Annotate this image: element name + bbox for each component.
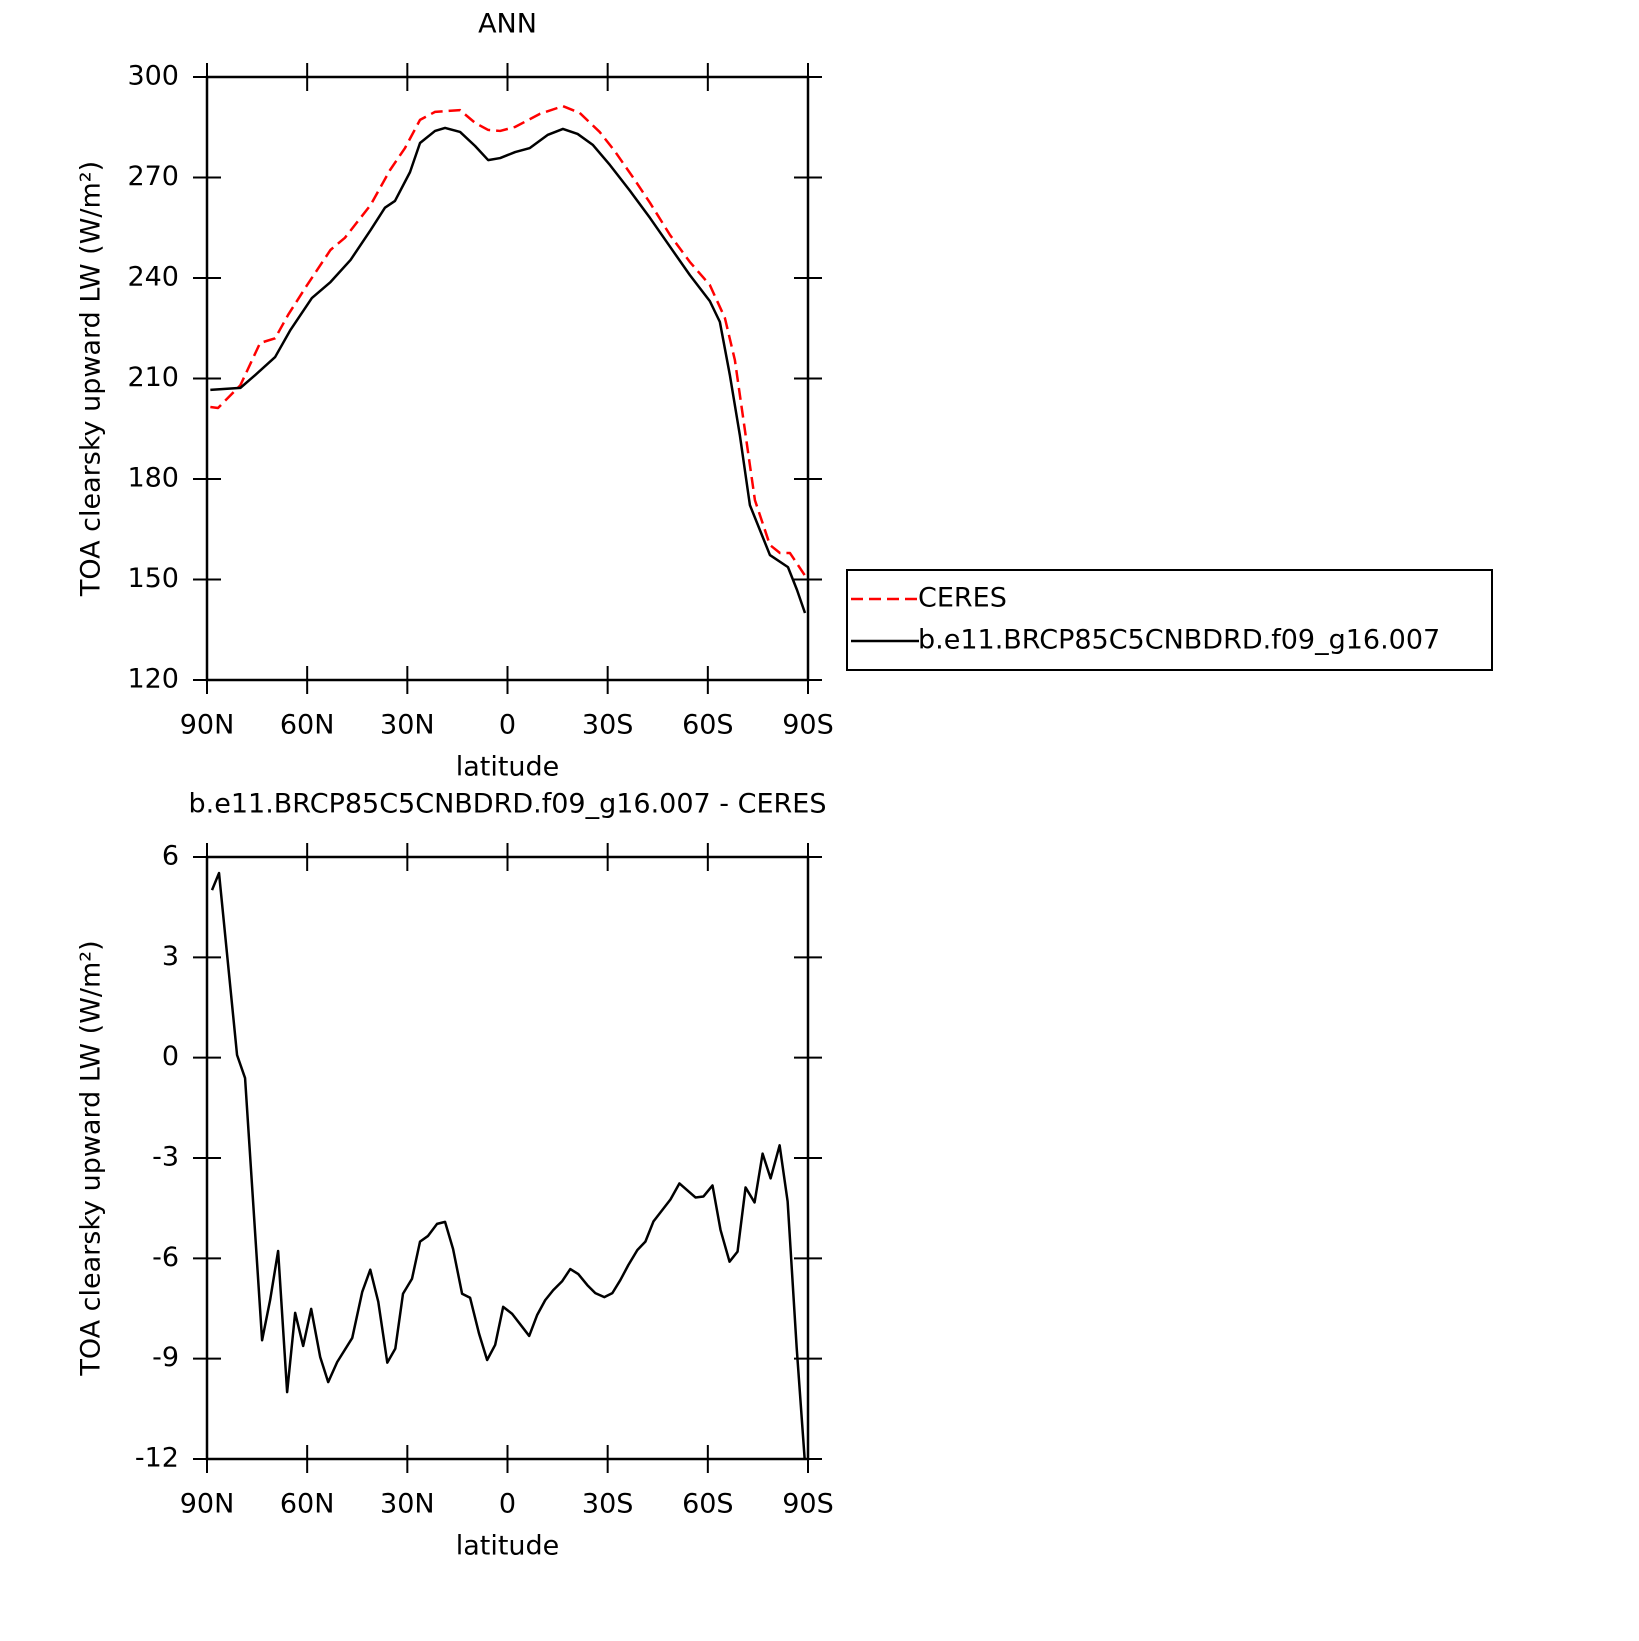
x-axis-label: latitude bbox=[456, 752, 560, 783]
y-tick-label: -9 bbox=[152, 1342, 179, 1373]
y-tick-label: -3 bbox=[152, 1142, 179, 1173]
y-tick-label: 210 bbox=[127, 362, 179, 393]
y-tick-label: 3 bbox=[162, 941, 179, 972]
x-tick-label: 90N bbox=[180, 1489, 235, 1520]
x-tick-label: 0 bbox=[499, 710, 516, 741]
x-tick-label: 30S bbox=[582, 710, 634, 741]
x-tick-label: 90S bbox=[782, 1489, 834, 1520]
y-tick-label: 0 bbox=[162, 1041, 179, 1072]
y-tick-label: -12 bbox=[135, 1443, 179, 1474]
x-tick-label: 60S bbox=[682, 1489, 734, 1520]
x-axis-label: latitude bbox=[456, 1531, 560, 1562]
y-tick-label: 240 bbox=[127, 262, 179, 293]
y-tick-label: 150 bbox=[127, 563, 179, 594]
x-tick-label: 30N bbox=[380, 710, 435, 741]
y-tick-label: 300 bbox=[127, 61, 179, 92]
x-tick-label: 60N bbox=[280, 710, 335, 741]
y-tick-label: -6 bbox=[152, 1242, 179, 1273]
x-tick-label: 90S bbox=[782, 710, 834, 741]
y-tick-label: 120 bbox=[127, 664, 179, 695]
series-line bbox=[210, 104, 808, 578]
x-tick-label: 30S bbox=[582, 1489, 634, 1520]
legend-label: CERES bbox=[918, 583, 1007, 614]
x-tick-label: 30N bbox=[380, 1489, 435, 1520]
series-line bbox=[210, 126, 807, 614]
series-line bbox=[210, 871, 806, 1460]
chart-title: ANN bbox=[478, 9, 537, 40]
y-tick-label: 6 bbox=[162, 841, 179, 872]
legend-label: b.e11.BRCP85C5CNBDRD.f09_g16.007 bbox=[918, 625, 1440, 656]
x-tick-label: 60S bbox=[682, 710, 734, 741]
y-axis-label: TOA clearsky upward LW (W/m²) bbox=[76, 940, 107, 1376]
x-tick-label: 90N bbox=[180, 710, 235, 741]
y-tick-label: 180 bbox=[127, 463, 179, 494]
chart-title: b.e11.BRCP85C5CNBDRD.f09_g16.007 - CERES bbox=[189, 789, 827, 820]
x-tick-label: 60N bbox=[280, 1489, 335, 1520]
plot-frame bbox=[205, 75, 810, 682]
x-tick-label: 0 bbox=[499, 1489, 516, 1520]
legend-box bbox=[846, 569, 1493, 671]
plot-frame bbox=[205, 855, 810, 1461]
y-tick-label: 270 bbox=[127, 161, 179, 192]
y-axis-label: TOA clearsky upward LW (W/m²) bbox=[76, 161, 107, 597]
